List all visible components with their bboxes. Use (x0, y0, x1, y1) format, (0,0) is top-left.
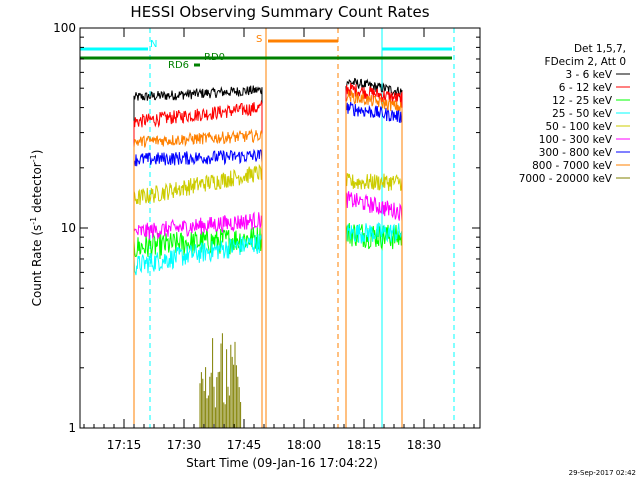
timestamp: 29-Sep-2017 02:42 (569, 469, 636, 477)
series-line (345, 172, 403, 428)
legend-entry: 3 - 6 keV (565, 69, 612, 81)
x-tick-label: 18:00 (287, 438, 322, 452)
legend-entry: 300 - 800 keV (539, 147, 613, 159)
y-axis: 1 10 100 (53, 21, 480, 435)
y-axis-label: Count Rate (s-1 detector-1) (29, 150, 44, 307)
x-tick-label: 17:15 (107, 438, 142, 452)
series-line (345, 222, 403, 428)
series-line (345, 82, 403, 428)
series-line (133, 99, 263, 428)
series-line (345, 191, 403, 428)
flag-label-s: S (256, 34, 262, 45)
y-tick-label: 1 (68, 421, 76, 435)
x-tick-label: 17:30 (167, 438, 202, 452)
legend-entry: 100 - 300 keV (539, 134, 613, 146)
flag-bars: N S RD6 RD0 (80, 34, 452, 71)
legend-entry: 50 - 100 keV (545, 121, 612, 133)
chart-title: HESSI Observing Summary Count Rates (130, 3, 429, 21)
y-tick-label: 10 (61, 221, 76, 235)
x-tick-label: 18:30 (407, 438, 442, 452)
series-line (345, 89, 403, 428)
series-line (133, 211, 263, 428)
legend-entry: 800 - 7000 keV (532, 160, 613, 172)
x-tick-label: 17:45 (227, 438, 262, 452)
flag-label-n: N (150, 39, 157, 50)
flag-label-rd6: RD6 (168, 60, 189, 71)
series-line (345, 222, 403, 428)
series-line (133, 148, 263, 428)
legend-entry: 6 - 12 keV (559, 82, 613, 94)
series-line (345, 77, 403, 428)
series-line (199, 333, 242, 428)
legend-header-line-1: Det 1,5,7, (574, 43, 626, 55)
legend-entry: 7000 - 20000 keV (519, 173, 613, 185)
x-axis-label: Start Time (09-Jan-16 17:04:22) (186, 456, 378, 470)
series-group (133, 77, 403, 428)
series-line (133, 85, 263, 428)
region-lines (149, 28, 455, 428)
legend-entry: 25 - 50 keV (552, 108, 613, 120)
series-line (133, 128, 263, 428)
flag-label-rd0: RD0 (204, 52, 225, 63)
plot-frame (79, 27, 481, 429)
legend-entry: 12 - 25 keV (552, 95, 613, 107)
y-tick-label: 100 (53, 21, 76, 35)
legend-header-line-2: FDecim 2, Att 0 (545, 56, 626, 68)
series-line (133, 163, 263, 428)
series-line (345, 101, 403, 428)
x-tick-label: 18:15 (347, 438, 382, 452)
x-axis: 17:15 17:30 17:45 18:00 18:15 18:30 (83, 28, 475, 452)
series-line (133, 233, 263, 428)
